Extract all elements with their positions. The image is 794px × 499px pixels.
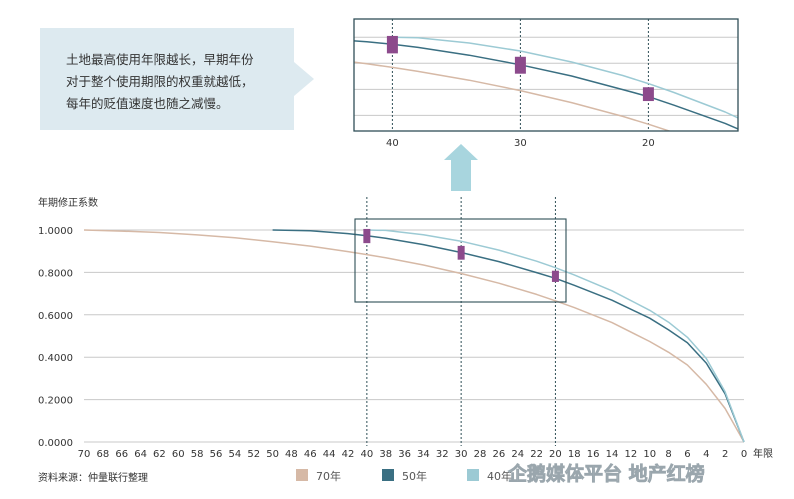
legend-label: 40年 (487, 469, 512, 483)
marker-bar (551, 270, 559, 282)
y-tick-label: 0.4000 (38, 353, 73, 364)
x-tick-label: 64 (134, 449, 147, 460)
x-tick-label: 56 (210, 449, 223, 460)
legend-label: 70年 (316, 469, 341, 483)
inset-markers (386, 35, 654, 102)
zoom-region-box (354, 218, 567, 303)
y-tick-label: 0.6000 (38, 311, 73, 322)
legend-swatch (382, 469, 394, 481)
x-axis-title: 年限 (753, 447, 773, 460)
x-tick-label: 32 (436, 449, 449, 460)
y-tick-labels: 0.0000 0.2000 0.4000 0.6000 0.8000 1.0000 (38, 226, 73, 449)
inset-x-tick-label: 30 (514, 138, 527, 149)
x-tick-label: 26 (492, 449, 505, 460)
main-series (83, 229, 745, 443)
series-line-40年 (366, 229, 745, 443)
x-tick-label: 46 (304, 449, 317, 460)
main-markers (363, 228, 559, 282)
y-tick-label: 0.8000 (38, 268, 73, 279)
inset-x-tick-label: 20 (642, 138, 655, 149)
inset-series-line-50年 (354, 40, 738, 130)
x-tick-label: 12 (624, 449, 637, 460)
x-tick-label: 6 (684, 449, 690, 460)
x-tick-label: 4 (703, 449, 709, 460)
x-tick-label: 10 (643, 449, 656, 460)
marker-bar (457, 245, 465, 260)
x-tick-label: 0 (741, 449, 747, 460)
marker-bar (363, 228, 371, 244)
x-tick-label: 24 (511, 449, 524, 460)
main-grid (84, 229, 744, 443)
main-reference-lines (366, 197, 556, 446)
y-tick-label: 0.0000 (38, 438, 73, 449)
source-note: 资料来源：仲量联行整理 (38, 471, 148, 484)
callout-background (40, 28, 294, 130)
legend: 70年 50年 40年 (296, 469, 512, 483)
callout: 土地最高使用年限越长，早期年份 对于整个使用期限的权重就越低， 每年的贬值速度也… (40, 28, 314, 130)
inset-marker-bar (386, 35, 398, 54)
x-tick-label: 28 (474, 449, 487, 460)
inset-marker-bar (642, 87, 654, 102)
inset-marker-bar (514, 56, 526, 74)
x-tick-label: 14 (606, 449, 619, 460)
inset-series-line-40年 (392, 36, 738, 119)
x-tick-label: 34 (417, 449, 430, 460)
x-tick-label: 16 (587, 449, 600, 460)
x-tick-label: 36 (398, 449, 411, 460)
inset-reference-lines (391, 19, 649, 131)
inset-x-tick-label: 40 (386, 138, 399, 149)
inset-series (354, 36, 738, 131)
x-tick-label: 44 (323, 449, 336, 460)
inset-grid (354, 36, 738, 116)
y-axis-title: 年期修正系数 (38, 196, 98, 209)
x-tick-label: 48 (285, 449, 298, 460)
x-tick-label: 62 (153, 449, 166, 460)
x-tick-label: 8 (665, 449, 671, 460)
x-tick-label: 68 (96, 449, 109, 460)
callout-line-1: 土地最高使用年限越长，早期年份 (66, 52, 254, 67)
legend-swatch (296, 469, 308, 481)
main-chart: 年期修正系数 0.0000 0.2000 0.4000 0.6000 0.8000 1.0… (38, 196, 773, 460)
legend-label: 50年 (402, 469, 427, 483)
watermark: 企鹅媒体平台 地产红榜 (507, 462, 705, 485)
callout-line-3: 每年的贬值速度也随之减慢。 (66, 96, 229, 111)
x-tick-label: 60 (172, 449, 185, 460)
series-line-70年 (83, 229, 745, 443)
x-tick-label: 52 (247, 449, 260, 460)
x-tick-label: 40 (360, 449, 373, 460)
x-tick-labels: 70 68 66 64 62 60 58 56 54 52 50 48 46 44 42 40 38 36 34 32… (78, 449, 748, 460)
zoom-arrow (444, 144, 478, 191)
inset-x-tick-labels: 40 30 20 (386, 138, 655, 149)
x-tick-label: 42 (342, 449, 355, 460)
x-tick-label: 18 (568, 449, 581, 460)
x-tick-label: 2 (722, 449, 728, 460)
legend-swatch (467, 469, 479, 481)
inset-frame (353, 18, 739, 132)
inset-series-line-70年 (354, 61, 672, 131)
x-tick-label: 70 (78, 449, 91, 460)
x-tick-label: 22 (530, 449, 543, 460)
x-tick-label: 50 (266, 449, 279, 460)
y-tick-label: 1.0000 (38, 226, 73, 237)
series-line-50年 (272, 229, 745, 443)
callout-line-2: 对于整个使用期限的权重就越低， (66, 74, 254, 89)
x-tick-label: 30 (455, 449, 468, 460)
x-tick-label: 66 (115, 449, 128, 460)
x-tick-label: 58 (191, 449, 204, 460)
callout-pointer (294, 62, 314, 96)
x-tick-label: 54 (228, 449, 241, 460)
x-tick-label: 20 (549, 449, 562, 460)
x-tick-label: 38 (379, 449, 392, 460)
inset-chart: 40 30 20 (353, 18, 739, 149)
y-tick-label: 0.2000 (38, 396, 73, 407)
